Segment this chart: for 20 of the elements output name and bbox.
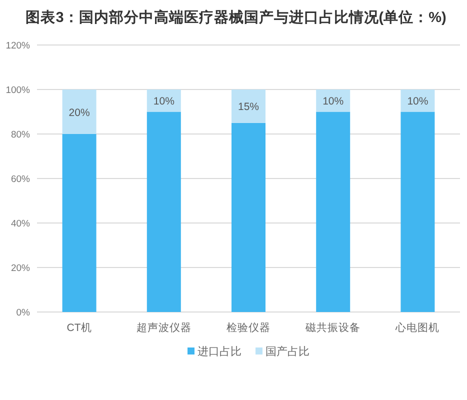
title: 图表3：国内部分中高端医疗器械国产与进口占比情况(单位：%) (26, 10, 446, 26)
xtick-label: 检验仪器 (226, 322, 270, 334)
xtick-label: 心电图机 (396, 322, 440, 334)
ytick-label: 20% (10, 263, 30, 274)
data-label: 15% (238, 101, 259, 114)
ytick-label: 120% (6, 40, 30, 52)
xtick-label: 磁共振设备 (306, 322, 361, 334)
ytick-label: 100% (6, 85, 30, 96)
ytick-label: 0% (16, 308, 30, 318)
data-label: 20% (68, 106, 90, 119)
ytick-label: 60% (10, 174, 30, 185)
legend-label: 进口占比 (198, 346, 242, 358)
data-label: 10% (153, 96, 174, 108)
ytick-label: 80% (10, 130, 30, 140)
data-label: 10% (407, 96, 428, 108)
legend-label: 国产占比 (266, 346, 310, 358)
ytick-label: 40% (10, 218, 30, 230)
xtick-label: 超声波仪器 (136, 322, 192, 334)
data-label: 10% (322, 96, 344, 108)
xtick-label: CT机 (66, 322, 92, 334)
